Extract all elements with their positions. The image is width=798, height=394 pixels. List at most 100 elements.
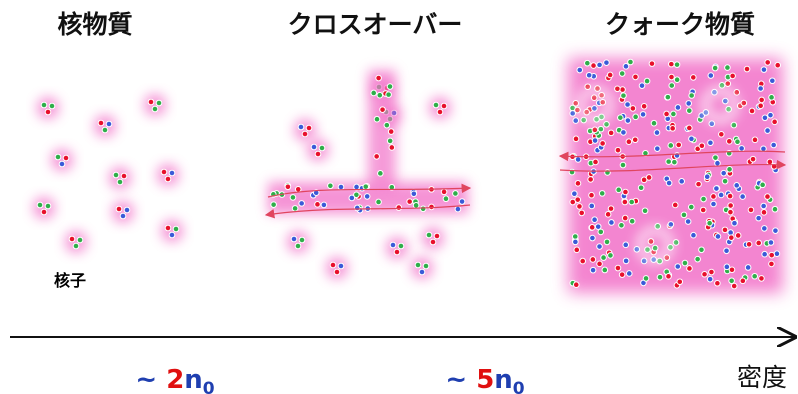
quark [740, 278, 746, 284]
quark [741, 100, 747, 106]
quark [721, 170, 727, 176]
quark [740, 194, 746, 200]
quark [595, 224, 601, 230]
glow [386, 237, 408, 259]
glow [51, 149, 73, 171]
quark [618, 115, 624, 121]
quark [709, 269, 715, 275]
quark [292, 206, 298, 212]
quark [169, 232, 175, 238]
quark [124, 207, 130, 213]
quark [638, 185, 644, 191]
quark [298, 124, 304, 130]
quark [630, 106, 636, 112]
quark [700, 207, 706, 213]
quark [607, 72, 613, 78]
quark [676, 142, 682, 148]
quark [666, 180, 672, 186]
quark [590, 235, 596, 241]
quark [773, 228, 779, 234]
quark [579, 210, 585, 216]
title: クロスオーバー [288, 10, 463, 39]
quark [633, 114, 639, 120]
quark [731, 283, 737, 289]
quark [628, 59, 634, 65]
quark [374, 154, 380, 160]
quark [696, 181, 702, 187]
quark [291, 236, 297, 242]
quark [601, 255, 607, 261]
quark [591, 95, 597, 101]
quark [573, 118, 579, 124]
quark [577, 204, 583, 210]
quark [685, 219, 691, 225]
quark [768, 112, 774, 118]
quark [390, 242, 396, 248]
quark [572, 191, 578, 197]
quark [589, 225, 595, 231]
quark [319, 145, 325, 151]
quark [669, 83, 675, 89]
quark [600, 99, 606, 105]
quark [649, 61, 655, 67]
quark [598, 126, 604, 132]
quark [641, 103, 647, 109]
glow [294, 119, 316, 141]
quark [387, 84, 393, 90]
quark [315, 151, 321, 157]
quark [299, 201, 305, 207]
quark [590, 267, 596, 273]
quark [604, 60, 610, 66]
glow [144, 94, 166, 116]
quark [437, 109, 443, 115]
quark [330, 262, 336, 268]
quark [376, 199, 382, 205]
quark [730, 73, 736, 79]
quark [723, 98, 729, 104]
glow [109, 167, 131, 189]
quark [687, 125, 693, 131]
marker-number: 2 [166, 365, 184, 394]
quark [394, 249, 400, 255]
quark [608, 206, 614, 212]
quark [756, 240, 762, 246]
quark [744, 66, 750, 72]
quark [338, 263, 344, 269]
quark [769, 95, 775, 101]
quark [714, 186, 720, 192]
quark [55, 154, 61, 160]
quark [769, 261, 775, 267]
quark [49, 103, 55, 109]
quark [411, 191, 417, 197]
glow [411, 257, 433, 279]
quark [433, 102, 439, 108]
quark [575, 197, 581, 203]
quark [626, 271, 632, 277]
quark [729, 267, 735, 273]
quark [679, 179, 685, 185]
quark [633, 74, 639, 80]
quark [338, 184, 344, 190]
quark [769, 252, 775, 258]
quark [708, 140, 714, 146]
quark [592, 217, 598, 223]
quark [639, 83, 645, 89]
quark [622, 215, 628, 221]
quark [686, 108, 692, 114]
quark [729, 278, 735, 284]
quark [728, 209, 734, 215]
quark [378, 171, 384, 177]
quark [328, 183, 334, 189]
quark [165, 176, 171, 182]
quark [116, 206, 122, 212]
quark [597, 261, 603, 267]
quark [671, 111, 677, 117]
quark [655, 146, 661, 152]
quark [760, 182, 766, 188]
quark [724, 248, 730, 254]
quark [59, 161, 65, 167]
quark [735, 139, 741, 145]
glow [37, 97, 59, 119]
glow [94, 115, 116, 137]
quark [615, 265, 621, 271]
